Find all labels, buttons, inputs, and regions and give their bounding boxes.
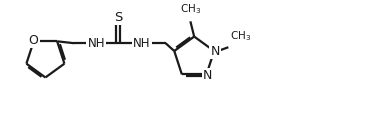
Text: N: N — [210, 44, 220, 57]
Text: S: S — [114, 11, 122, 24]
Text: O: O — [29, 34, 39, 47]
Text: N: N — [203, 69, 212, 82]
Text: $\mathregular{CH_3}$: $\mathregular{CH_3}$ — [230, 30, 251, 43]
Text: NH: NH — [87, 37, 105, 50]
Text: $\mathregular{CH_3}$: $\mathregular{CH_3}$ — [180, 2, 201, 16]
Text: NH: NH — [133, 37, 151, 50]
